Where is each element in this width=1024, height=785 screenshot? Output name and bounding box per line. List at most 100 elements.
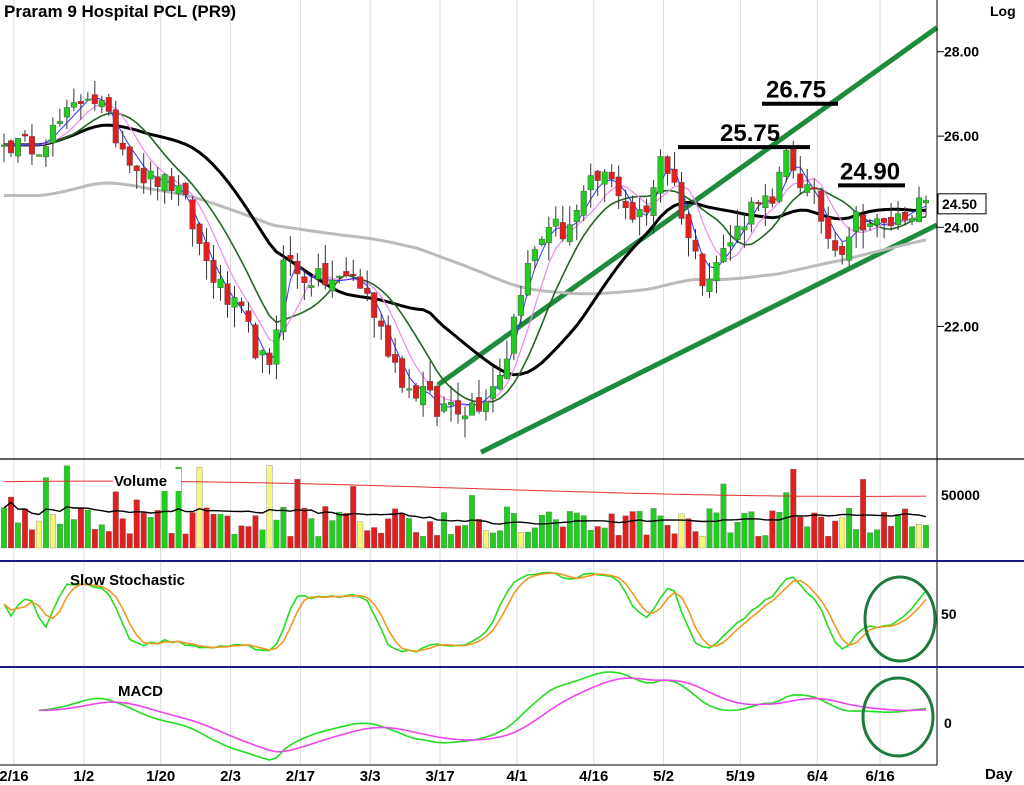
volume-bar [657, 515, 664, 549]
macd-tick-0: 0 [944, 715, 952, 731]
candle-up [336, 275, 343, 278]
candle-down [28, 136, 35, 155]
candle-down [154, 176, 161, 187]
volume-bar [245, 526, 252, 549]
volume-bar [392, 508, 399, 549]
volume-bar [196, 467, 203, 549]
volume-bar [378, 532, 385, 549]
candle-up [804, 184, 811, 193]
candle-up [601, 171, 608, 185]
volume-bar [483, 530, 489, 549]
volume-bar [350, 486, 357, 549]
volume-bar [469, 495, 475, 549]
candle-up [315, 268, 322, 280]
candle-up [734, 225, 741, 240]
volume-bar [720, 483, 727, 549]
date-label: 1/2 [73, 768, 94, 785]
candle-up [161, 174, 168, 192]
volume-bar [748, 511, 755, 549]
candle-down [77, 101, 84, 104]
candle-up [273, 329, 280, 365]
volume-bar [175, 466, 182, 549]
volume-bar [413, 532, 420, 549]
date-label: 6/16 [866, 768, 895, 785]
volume-bar [685, 518, 692, 549]
candle-down [825, 217, 832, 239]
volume-bar [280, 507, 287, 549]
candle-up [713, 262, 720, 282]
candle-up [552, 218, 559, 227]
candle-down [608, 171, 615, 180]
volume-bar [462, 525, 468, 549]
volume-bar [895, 514, 902, 549]
candle-down [769, 196, 776, 204]
candle-up [517, 295, 524, 316]
volume-bar [427, 521, 434, 549]
volume-bar [713, 512, 720, 549]
candle-down [21, 133, 28, 137]
grid-layer: 2/16 1/2 1/20 2/3 2/17 3/3 3/17 4/1 4/16 5/2 5/19 6… [0, 0, 979, 785]
date-label: 3/17 [425, 768, 454, 785]
candle-down [475, 397, 482, 412]
price-tick-label: 26.00 [944, 128, 979, 144]
volume-bar [273, 519, 280, 549]
volume-bar [706, 508, 713, 549]
candle-up [573, 210, 580, 223]
candle-down [168, 176, 175, 191]
candle-down [252, 324, 259, 359]
volume-bar [154, 510, 161, 549]
volume-bar [538, 514, 545, 549]
volume-bar [622, 515, 629, 549]
volume-bar [420, 536, 427, 549]
volume-bar [923, 525, 929, 549]
volume-bar [364, 530, 371, 549]
volume-bar [399, 512, 406, 549]
candle-down [105, 97, 112, 112]
candle-down [196, 223, 203, 244]
candle-up [727, 242, 734, 247]
candle-down [399, 358, 406, 388]
candle-up [524, 263, 531, 296]
volume-bar [28, 529, 35, 549]
volume-bar [224, 515, 231, 549]
candle-down [189, 199, 196, 230]
candle-up [853, 211, 860, 232]
volume-bar [315, 536, 322, 549]
price-tick-label: 28.00 [944, 44, 979, 60]
candle-down [643, 205, 650, 213]
candle-down [699, 253, 706, 287]
volume-bar [594, 526, 601, 549]
volume-bar [496, 530, 503, 549]
candle-up [441, 403, 448, 412]
candle-up [42, 146, 49, 158]
candle-down [455, 400, 462, 415]
volume-bar [902, 508, 908, 549]
candle-down [755, 202, 762, 205]
candle-down [91, 94, 98, 105]
volume-bar [797, 516, 804, 549]
volume-bar [874, 529, 881, 549]
volume-bar [336, 511, 343, 549]
volume-bar [734, 522, 741, 549]
volume-bar [741, 513, 748, 549]
volume-bar [524, 531, 531, 549]
volume-label: Volume [114, 473, 167, 490]
candle-down [266, 352, 273, 365]
candle-up [98, 100, 105, 108]
candle-down [7, 140, 14, 154]
volume-bar [448, 534, 454, 549]
candle-up [748, 201, 755, 225]
log-scale-label: Log [990, 3, 1016, 19]
candle-up [70, 102, 77, 108]
volume-bar [1, 507, 7, 549]
candle-up [874, 218, 881, 226]
volume-tick-50000: 50000 [941, 487, 980, 503]
candle-up [496, 374, 503, 390]
price-tick-label: 24.00 [944, 219, 979, 235]
candle-up [259, 350, 266, 356]
stochastic-highlight-circle [863, 575, 937, 663]
volume-bar [762, 535, 769, 549]
candle-down [860, 214, 867, 231]
